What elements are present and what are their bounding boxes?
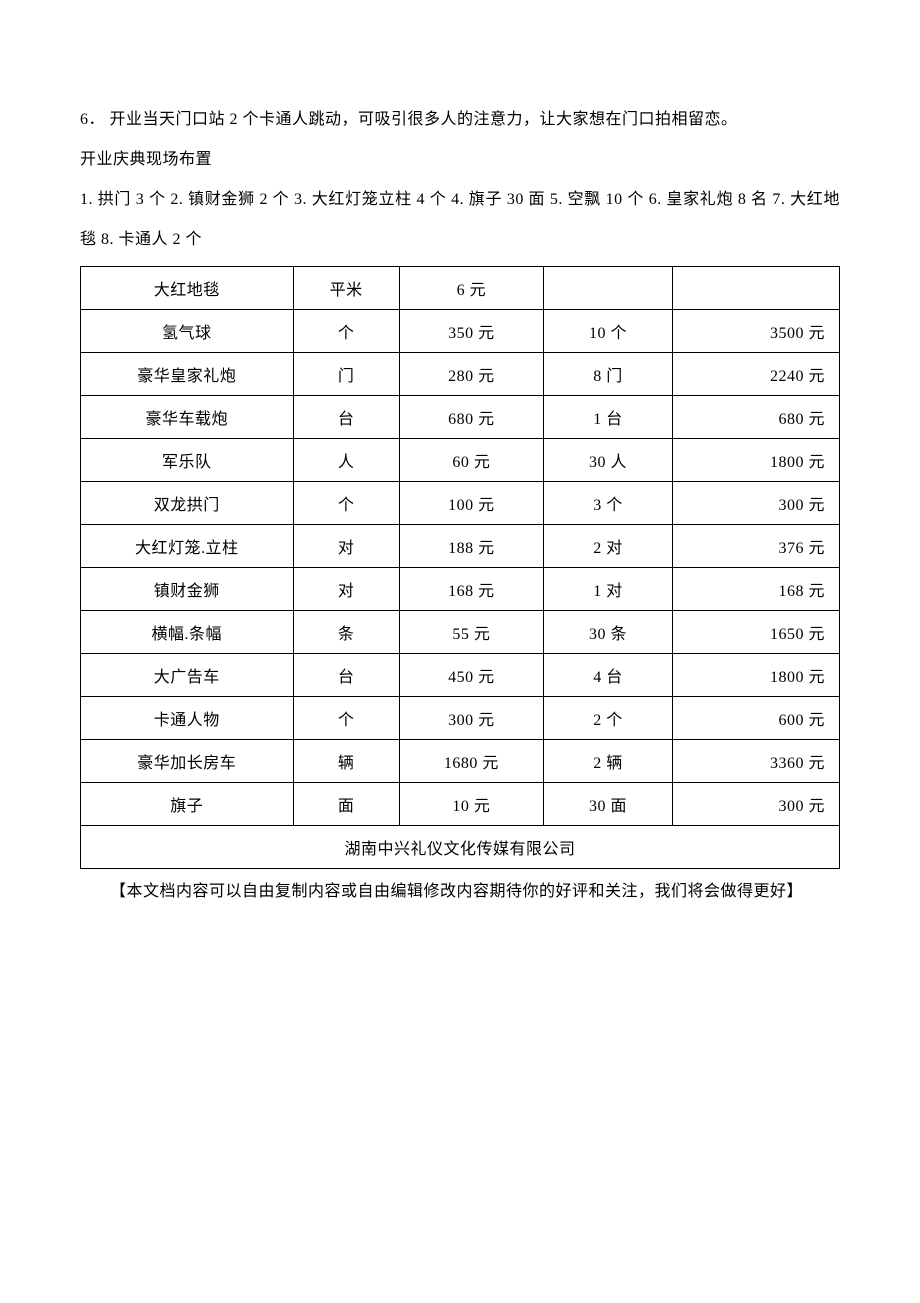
table-cell: 个 — [293, 310, 399, 353]
table-cell: 条 — [293, 611, 399, 654]
table-cell: 双龙拱门 — [81, 482, 294, 525]
table-cell: 1 对 — [543, 568, 672, 611]
table-row: 豪华加长房车辆1680 元2 辆3360 元 — [81, 740, 840, 783]
table-cell: 2 个 — [543, 697, 672, 740]
table-cell — [543, 267, 672, 310]
table-cell: 台 — [293, 396, 399, 439]
section-heading: 开业庆典现场布置 — [80, 140, 840, 180]
table-cell: 2240 元 — [672, 353, 839, 396]
table-footer-cell: 湖南中兴礼仪文化传媒有限公司 — [81, 826, 840, 869]
table-cell: 168 元 — [672, 568, 839, 611]
table-row: 大红灯笼.立柱对188 元2 对376 元 — [81, 525, 840, 568]
table-cell: 个 — [293, 482, 399, 525]
table-cell: 对 — [293, 525, 399, 568]
table-cell: 台 — [293, 654, 399, 697]
table-cell: 168 元 — [399, 568, 543, 611]
table-footer-row: 湖南中兴礼仪文化传媒有限公司 — [81, 826, 840, 869]
table-cell: 30 人 — [543, 439, 672, 482]
paragraph-6: 6． 开业当天门口站 2 个卡通人跳动，可吸引很多人的注意力，让大家想在门口拍相… — [80, 100, 840, 140]
table-row: 大红地毯平米6 元 — [81, 267, 840, 310]
table-row: 大广告车台450 元4 台1800 元 — [81, 654, 840, 697]
items-list: 1. 拱门 3 个 2. 镇财金狮 2 个 3. 大红灯笼立柱 4 个 4. 旗… — [80, 180, 840, 260]
table-cell: 氢气球 — [81, 310, 294, 353]
table-cell: 2 对 — [543, 525, 672, 568]
table-cell: 8 门 — [543, 353, 672, 396]
table-cell: 个 — [293, 697, 399, 740]
table-cell: 1650 元 — [672, 611, 839, 654]
table-cell: 面 — [293, 783, 399, 826]
table-cell: 门 — [293, 353, 399, 396]
table-cell: 豪华皇家礼炮 — [81, 353, 294, 396]
table-cell: 30 条 — [543, 611, 672, 654]
table-row: 豪华皇家礼炮门280 元8 门2240 元 — [81, 353, 840, 396]
table-cell: 3 个 — [543, 482, 672, 525]
table-row: 镇财金狮对168 元1 对168 元 — [81, 568, 840, 611]
table-cell: 军乐队 — [81, 439, 294, 482]
table-cell: 大广告车 — [81, 654, 294, 697]
table-cell: 55 元 — [399, 611, 543, 654]
table-cell: 卡通人物 — [81, 697, 294, 740]
table-cell: 376 元 — [672, 525, 839, 568]
table-cell: 10 个 — [543, 310, 672, 353]
table-row: 氢气球个350 元10 个3500 元 — [81, 310, 840, 353]
table-cell: 1800 元 — [672, 654, 839, 697]
table-row: 军乐队人60 元30 人1800 元 — [81, 439, 840, 482]
table-cell: 188 元 — [399, 525, 543, 568]
price-table: 大红地毯平米6 元氢气球个350 元10 个3500 元豪华皇家礼炮门280 元… — [80, 266, 840, 869]
table-cell: 1 台 — [543, 396, 672, 439]
table-cell: 大红灯笼.立柱 — [81, 525, 294, 568]
table-cell: 大红地毯 — [81, 267, 294, 310]
table-cell: 对 — [293, 568, 399, 611]
table-cell: 横幅.条幅 — [81, 611, 294, 654]
table-cell: 平米 — [293, 267, 399, 310]
table-cell: 300 元 — [672, 482, 839, 525]
table-cell: 600 元 — [672, 697, 839, 740]
table-cell: 6 元 — [399, 267, 543, 310]
table-cell: 300 元 — [399, 697, 543, 740]
table-row: 豪华车载炮台680 元1 台680 元 — [81, 396, 840, 439]
table-cell: 350 元 — [399, 310, 543, 353]
table-cell: 辆 — [293, 740, 399, 783]
table-cell: 60 元 — [399, 439, 543, 482]
table-cell: 4 台 — [543, 654, 672, 697]
table-cell: 3500 元 — [672, 310, 839, 353]
table-cell: 680 元 — [399, 396, 543, 439]
table-cell: 280 元 — [399, 353, 543, 396]
table-cell: 1680 元 — [399, 740, 543, 783]
table-cell: 旗子 — [81, 783, 294, 826]
table-cell: 人 — [293, 439, 399, 482]
table-cell: 镇财金狮 — [81, 568, 294, 611]
price-table-container: 大红地毯平米6 元氢气球个350 元10 个3500 元豪华皇家礼炮门280 元… — [80, 266, 840, 869]
table-cell: 100 元 — [399, 482, 543, 525]
table-cell: 豪华车载炮 — [81, 396, 294, 439]
table-cell: 3360 元 — [672, 740, 839, 783]
table-cell: 450 元 — [399, 654, 543, 697]
table-cell: 10 元 — [399, 783, 543, 826]
table-row: 卡通人物个300 元2 个600 元 — [81, 697, 840, 740]
table-row: 双龙拱门个100 元3 个300 元 — [81, 482, 840, 525]
table-row: 旗子面10 元30 面300 元 — [81, 783, 840, 826]
table-cell: 680 元 — [672, 396, 839, 439]
table-cell: 300 元 — [672, 783, 839, 826]
table-cell: 2 辆 — [543, 740, 672, 783]
table-cell: 豪华加长房车 — [81, 740, 294, 783]
table-cell: 1800 元 — [672, 439, 839, 482]
table-row: 横幅.条幅条55 元30 条1650 元 — [81, 611, 840, 654]
document-notice: 【本文档内容可以自由复制内容或自由编辑修改内容期待你的好评和关注，我们将会做得更… — [110, 873, 832, 911]
table-cell: 30 面 — [543, 783, 672, 826]
table-cell — [672, 267, 839, 310]
